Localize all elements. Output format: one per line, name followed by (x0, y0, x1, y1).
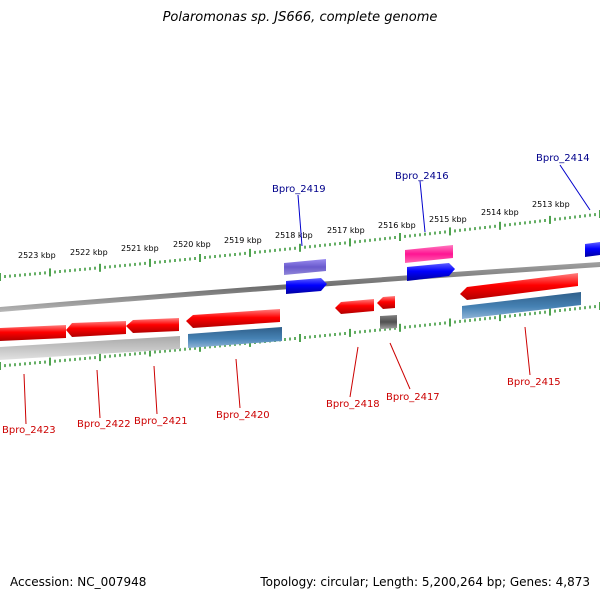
scale-label-2517: 2517 kbp (327, 226, 365, 235)
gene-bpro-2417-arrow (377, 296, 395, 309)
gene-bpro-2414-arrow (585, 242, 600, 257)
gene-bpro-2418-arrow (335, 299, 374, 314)
accession-text: Accession: NC_007948 (10, 575, 147, 589)
gene-bpro-2423-arrow (0, 325, 66, 341)
leader-bpro-2419 (297, 194, 303, 247)
scale-labels: 2523 kbp 2522 kbp 2521 kbp 2520 kbp 2519… (18, 200, 570, 260)
gene-bpro-2421-arrow (126, 318, 179, 333)
scale-label-2523: 2523 kbp (18, 251, 56, 260)
scale-ruler-inner (0, 302, 600, 370)
gene-label-bpro-2418: Bpro_2418 (326, 399, 380, 410)
scale-ruler-outer (0, 210, 600, 281)
scale-label-2520: 2520 kbp (173, 240, 211, 249)
leader-bpro-2418 (349, 346, 359, 398)
leader-bpro-2420 (235, 358, 241, 409)
gene-bpro-2419-feature (284, 259, 326, 275)
gene-bpro-2415-arrow (460, 273, 578, 300)
gene-label-bpro-2423: Bpro_2423 (2, 425, 56, 436)
leader-bpro-2414 (559, 164, 591, 211)
gene-label-bpro-2421: Bpro_2421 (134, 416, 188, 427)
leader-bpro-2422 (96, 369, 101, 419)
gene-label-bpro-2416: Bpro_2416 (395, 171, 449, 182)
gene-label-bpro-2417: Bpro_2417 (386, 392, 440, 403)
leader-bpro-2416 (419, 180, 426, 233)
map-title: Polaromonas sp. JS666, complete genome (162, 10, 438, 25)
gene-bpro-2415-feature (462, 292, 581, 319)
scale-label-2518: 2518 kbp (275, 231, 313, 240)
scale-label-2515: 2515 kbp (429, 215, 467, 224)
scale-label-2514: 2514 kbp (481, 208, 519, 217)
gene-label-bpro-2419: Bpro_2419 (272, 184, 326, 195)
gene-label-bpro-2420: Bpro_2420 (216, 410, 270, 421)
gene-bpro-2420-feature (188, 327, 282, 348)
scale-label-2513: 2513 kbp (532, 200, 570, 209)
leader-bpro-2417 (389, 342, 411, 390)
scale-label-2521: 2521 kbp (121, 244, 159, 253)
gene-label-bpro-2414: Bpro_2414 (536, 153, 590, 164)
gene-label-bpro-2415: Bpro_2415 (507, 377, 561, 388)
gene-label-bpro-2422: Bpro_2422 (77, 419, 131, 430)
scale-label-2519: 2519 kbp (224, 236, 262, 245)
scale-label-2516: 2516 kbp (378, 221, 416, 230)
leader-bpro-2423 (23, 373, 27, 425)
label-leaders (23, 164, 591, 425)
gene-bpro-2416-arrow (407, 263, 455, 281)
gene-bpro-2422-arrow (66, 321, 126, 337)
leader-bpro-2421 (153, 365, 158, 415)
gene-bpro-2423-feature (0, 336, 180, 360)
gene-bpro-2416-feature (405, 245, 453, 263)
gene-labels: Bpro_2419 Bpro_2416 Bpro_2414 Bpro_2423 … (2, 153, 590, 436)
genome-summary-text: Topology: circular; Length: 5,200,264 bp… (260, 575, 590, 589)
forward-genes (284, 242, 600, 294)
leader-bpro-2415 (524, 326, 531, 376)
scale-label-2522: 2522 kbp (70, 248, 108, 257)
gene-bpro-2419-arrow (286, 278, 327, 294)
reverse-genes (0, 273, 581, 360)
gene-bpro-2417-feature (380, 315, 397, 329)
gene-bpro-2420-arrow (186, 309, 280, 328)
